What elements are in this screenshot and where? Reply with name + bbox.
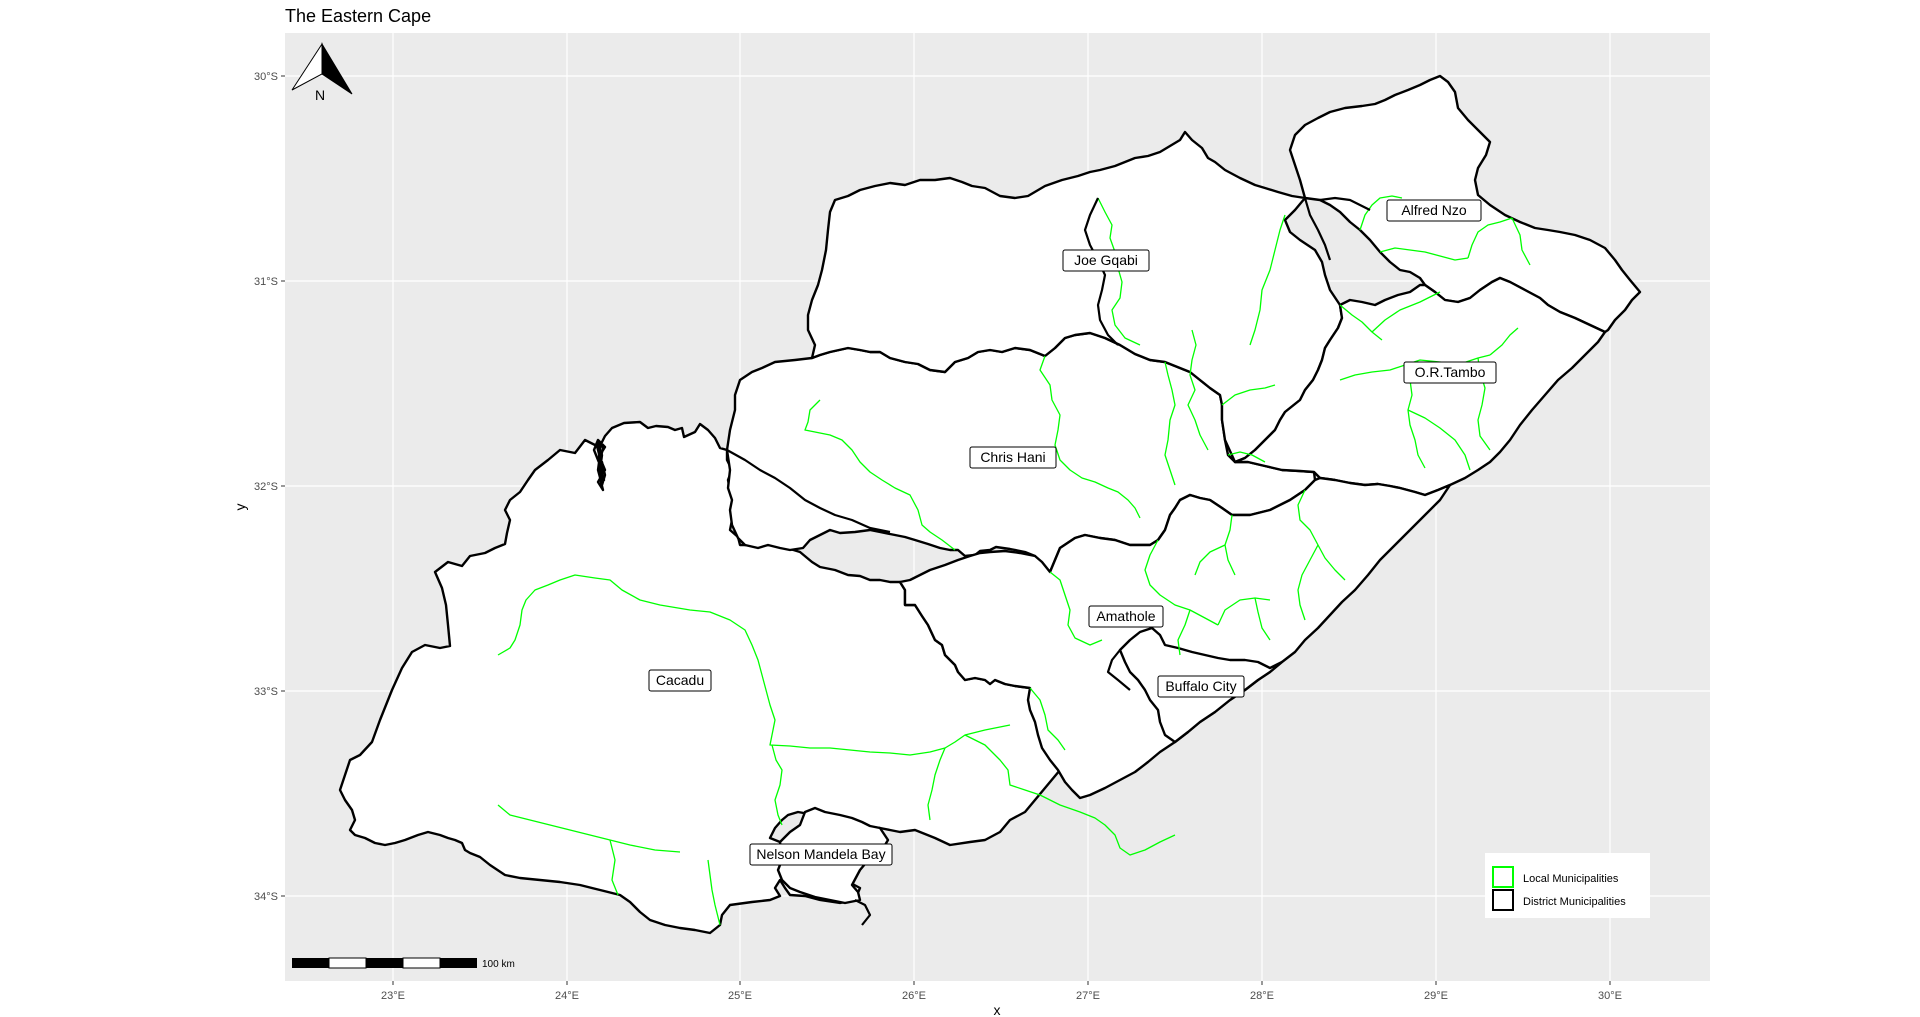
label-buffalo-city: Buffalo City	[1157, 675, 1245, 698]
label-amathole: Amathole	[1088, 605, 1164, 628]
svg-text:Joe Gqabi: Joe Gqabi	[1074, 252, 1138, 268]
scale-bar-label: 100 km	[482, 959, 515, 970]
svg-text:Nelson Mandela Bay: Nelson Mandela Bay	[756, 846, 885, 862]
x-tick-label: 25°E	[728, 990, 752, 1002]
label-chris-hani: Chris Hani	[969, 446, 1057, 469]
x-tick-label: 27°E	[1076, 990, 1100, 1002]
y-tick-label: 34°S	[254, 891, 278, 903]
x-tick-label: 23°E	[381, 990, 405, 1002]
svg-text:Cacadu: Cacadu	[656, 672, 704, 688]
svg-text:Amathole: Amathole	[1096, 608, 1155, 624]
y-axis: 30°S 31°S 32°S 33°S 34°S y	[232, 71, 285, 903]
x-axis-label: x	[994, 1002, 1001, 1017]
district-labels: Alfred Nzo Joe Gqabi O.R.Tambo Chris Han…	[648, 199, 1497, 866]
y-tick-label: 33°S	[254, 686, 278, 698]
label-cacadu: Cacadu	[648, 669, 712, 692]
local-municipality-borders	[497, 195, 1531, 926]
district-joe-gqabi	[806, 130, 1344, 464]
label-joe-gqabi: Joe Gqabi	[1062, 249, 1150, 272]
x-tick-label: 30°E	[1598, 990, 1622, 1002]
x-tick-label: 29°E	[1424, 990, 1448, 1002]
x-axis: 23°E 24°E 25°E 26°E 27°E 28°E 29°E 30°E …	[381, 981, 1622, 1017]
svg-text:O.R.Tambo: O.R.Tambo	[1415, 364, 1486, 380]
legend-label-local: Local Municipalities	[1523, 873, 1619, 885]
north-arrow-label: N	[315, 87, 325, 103]
y-tick-label: 32°S	[254, 481, 278, 493]
y-tick-label: 31°S	[254, 276, 278, 288]
label-or-tambo: O.R.Tambo	[1403, 361, 1497, 384]
label-alfred-nzo: Alfred Nzo	[1386, 199, 1482, 222]
y-tick-label: 30°S	[254, 71, 278, 83]
north-arrow-icon: N	[291, 42, 353, 103]
legend-label-district: District Municipalities	[1523, 896, 1626, 908]
svg-text:Chris Hani: Chris Hani	[980, 449, 1045, 465]
scale-bar: 100 km	[292, 957, 515, 970]
legend-swatch-district	[1492, 889, 1514, 911]
district-polygons	[338, 74, 1642, 935]
legend-swatch-local	[1492, 866, 1514, 888]
legend: Local Municipalities District Municipali…	[1485, 853, 1650, 918]
district-boundaries	[726, 196, 1371, 926]
svg-text:Buffalo City: Buffalo City	[1165, 678, 1236, 694]
y-axis-label: y	[232, 504, 248, 511]
map-title: The Eastern Cape	[285, 6, 432, 26]
x-tick-label: 28°E	[1250, 990, 1274, 1002]
label-nelson-mandela-bay: Nelson Mandela Bay	[749, 843, 893, 866]
x-tick-label: 24°E	[555, 990, 579, 1002]
x-tick-label: 26°E	[902, 990, 926, 1002]
svg-text:Alfred Nzo: Alfred Nzo	[1401, 202, 1467, 218]
